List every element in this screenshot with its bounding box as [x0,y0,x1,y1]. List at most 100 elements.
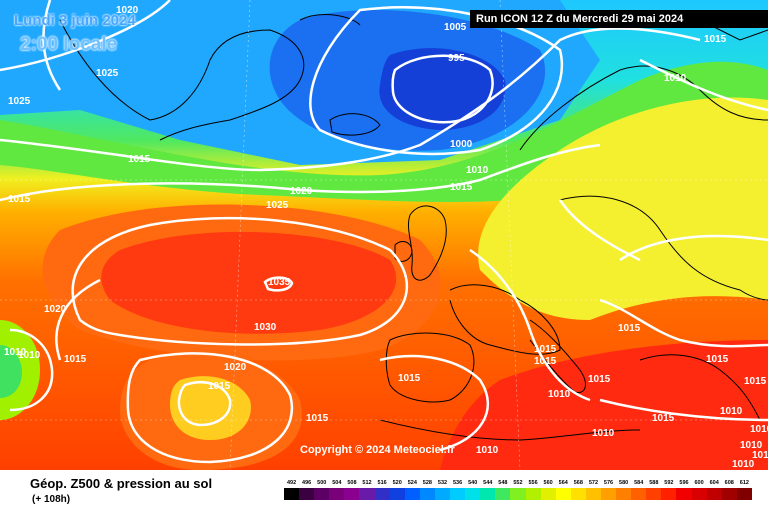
isobar-label: 1010 [18,350,41,361]
isobar-label: 1015 [128,154,151,165]
legend-footer: Géop. Z500 & pression au sol (+ 108h) 49… [0,470,768,512]
scale-swatch [450,488,466,500]
isobar-label: 1015 [534,344,557,355]
isobar-label: 1010 [664,73,687,84]
isobar-label: 1015 [706,354,729,365]
isobar-label: 1030 [254,322,277,333]
scale-label: 528 [422,480,432,486]
scale-swatch [284,488,300,500]
scale-swatch [721,488,737,500]
scale-swatch [585,488,601,500]
scale-label: 508 [347,480,357,486]
isobar-label: 1015 [618,323,641,334]
scale-label: 568 [573,480,583,486]
isobar-label: 1020 [290,186,313,197]
scale-label: 580 [619,480,629,486]
isobar-label: 1015 [652,413,675,424]
scale-label: 536 [452,480,463,486]
map-canvas [0,0,768,470]
atlantic-yellow-field [170,376,251,440]
scale-swatch [314,488,330,500]
copyright: Copyright © 2024 Meteociel.fr [300,444,455,456]
isobar-label: 1020 [224,362,247,373]
isobar-label: 1010 [750,424,768,435]
scale-swatch [540,488,556,500]
scale-swatch [510,488,526,500]
graticule [0,0,768,470]
scale-labels: 492 496 500 504 508 512 516 520 524 528 532 536 540 5… [284,480,752,486]
scale-swatch [676,488,692,500]
scale-label: 504 [332,480,342,486]
legend-subtitle: (+ 108h) [32,494,71,505]
scale-swatch [359,488,375,500]
isobar-label: 1010 [592,428,615,439]
scale-label: 584 [634,480,644,486]
scale-label: 524 [407,480,417,486]
forecast-time: 2:00 locale [20,34,118,55]
scale-label: 576 [603,480,614,486]
scale-label: 572 [588,480,599,486]
isobar-label: 1015 [208,381,231,392]
scale-label: 592 [664,480,674,486]
scale-swatch [661,488,677,500]
legend-title: Géop. Z500 & pression au sol [30,476,213,491]
scale-swatch [374,488,390,500]
isobar-label: 1015 [450,182,473,193]
isobar-label: 1010 [752,450,768,461]
scale-label: 532 [437,480,448,486]
forecast-date: Lundi 3 juin 2024 [14,12,136,29]
scale-swatch [616,488,632,500]
scale-swatch [419,488,435,500]
scale-swatch [480,488,496,500]
isobar-label: 1020 [44,304,67,315]
scale-label: 608 [724,480,734,486]
scale-label: 544 [483,480,493,486]
isobar-label: 1025 [266,200,289,211]
scale-label: 500 [317,480,327,486]
scale-label: 556 [528,480,538,486]
isobar-label: 1010 [740,440,763,451]
southeast-red-field [440,340,768,470]
isobar-label: 1035 [268,277,291,288]
isobar-label: 1025 [96,68,119,79]
scale-label: 560 [543,480,553,486]
scale-label: 492 [286,480,297,486]
scale-label: 588 [649,480,659,486]
scale-label: 604 [709,480,719,486]
scale-label: 552 [513,480,523,486]
scale-swatch [434,488,451,500]
scale-swatch [706,488,722,500]
isobar-label: 995 [448,53,465,64]
scale-swatch [570,488,586,500]
scale-swatch [495,488,511,500]
scale-label: 612 [739,480,749,486]
scale-swatch [646,488,662,500]
isobar-label: 1010 [720,406,743,417]
low-center-field [379,48,506,130]
color-scale [284,488,752,500]
isobar-label: 1010 [548,389,571,400]
scale-swatch [389,488,405,500]
scale-swatch [691,488,707,500]
scale-swatch [631,488,647,500]
scale-swatch [344,488,360,500]
scale-label: 512 [362,480,372,486]
isobar-lines [0,0,768,462]
isobar-label: 1005 [444,22,467,33]
scale-label: 548 [498,480,508,486]
scale-label: 496 [302,480,312,486]
isobar-label: 1010 [4,347,27,358]
isobar-label: 1015 [744,376,767,387]
isobar-label: 1010 [476,445,499,456]
isobar-label: 1015 [306,413,329,424]
yellow-europe-field [478,97,768,320]
scale-swatch [299,488,315,500]
scale-label: 520 [392,480,402,486]
isobar-label: 1015 [64,354,87,365]
scale-swatch [600,488,617,500]
isobar-label: 1000 [450,139,473,150]
scale-swatch [465,488,481,500]
isobar-label: 1015 [534,356,557,367]
isobar-label: 1020 [116,5,139,16]
isobar-label: 1015 [8,194,31,205]
